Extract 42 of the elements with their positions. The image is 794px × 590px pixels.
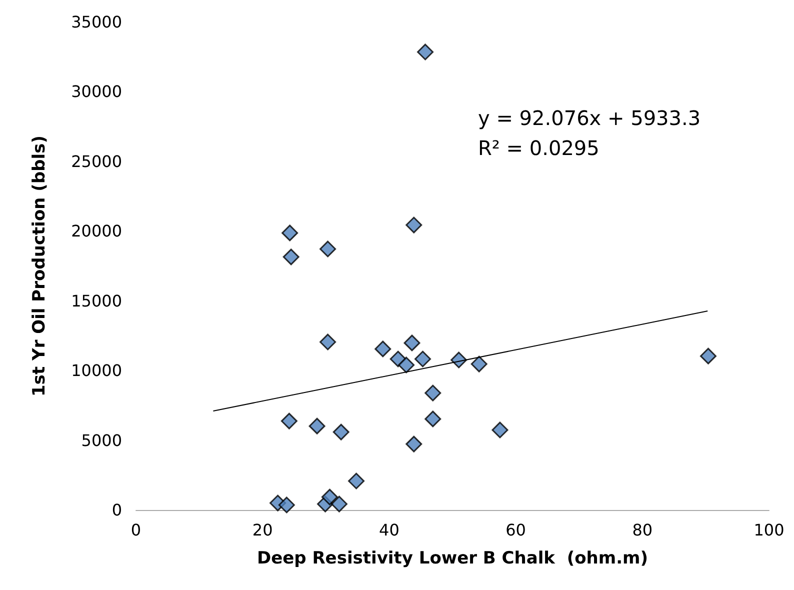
y-tick-label: 15000 xyxy=(71,291,122,310)
y-tick-label: 5000 xyxy=(81,430,122,450)
point xyxy=(398,356,415,374)
point xyxy=(332,424,350,440)
point xyxy=(424,410,442,428)
point xyxy=(424,384,442,402)
point xyxy=(374,340,392,358)
x-tick-label: 40 xyxy=(379,520,400,540)
point xyxy=(330,496,348,512)
point xyxy=(417,44,434,60)
point xyxy=(348,472,365,490)
y-axis-title: 1st Yr Oil Production (bbls) xyxy=(30,136,50,396)
point xyxy=(406,436,422,452)
annotation: R² = 0.0295 xyxy=(478,136,600,160)
x-tick-label: 100 xyxy=(754,520,784,540)
point xyxy=(282,224,298,242)
point xyxy=(700,348,716,364)
y-tick-label: 25000 xyxy=(71,152,122,171)
y-tick-label: 20000 xyxy=(71,222,122,241)
point xyxy=(320,240,336,258)
x-tick-label: 80 xyxy=(632,520,653,540)
x-tick-label: 0 xyxy=(130,520,142,540)
point xyxy=(308,418,326,434)
point xyxy=(280,412,298,430)
point xyxy=(390,350,406,368)
y-tick-label: 30000 xyxy=(71,82,122,102)
annotation: y = 92.076x + 5933.3 xyxy=(478,106,701,130)
y-tick-label: 10000 xyxy=(71,361,122,380)
point xyxy=(492,422,508,438)
y-tick-label: 35000 xyxy=(71,12,122,32)
point xyxy=(404,334,420,352)
x-tick-label: 60 xyxy=(506,520,526,540)
point xyxy=(282,248,300,266)
point xyxy=(320,334,336,350)
x-axis-title: Deep Resistivity Lower B Chalk (ohm.m) xyxy=(256,548,648,568)
point xyxy=(278,496,295,514)
point xyxy=(321,488,338,506)
point xyxy=(406,216,422,234)
point xyxy=(414,350,431,368)
point xyxy=(470,356,488,372)
y-tick-label: 0 xyxy=(112,500,122,520)
x-tick-label: 20 xyxy=(252,520,273,540)
